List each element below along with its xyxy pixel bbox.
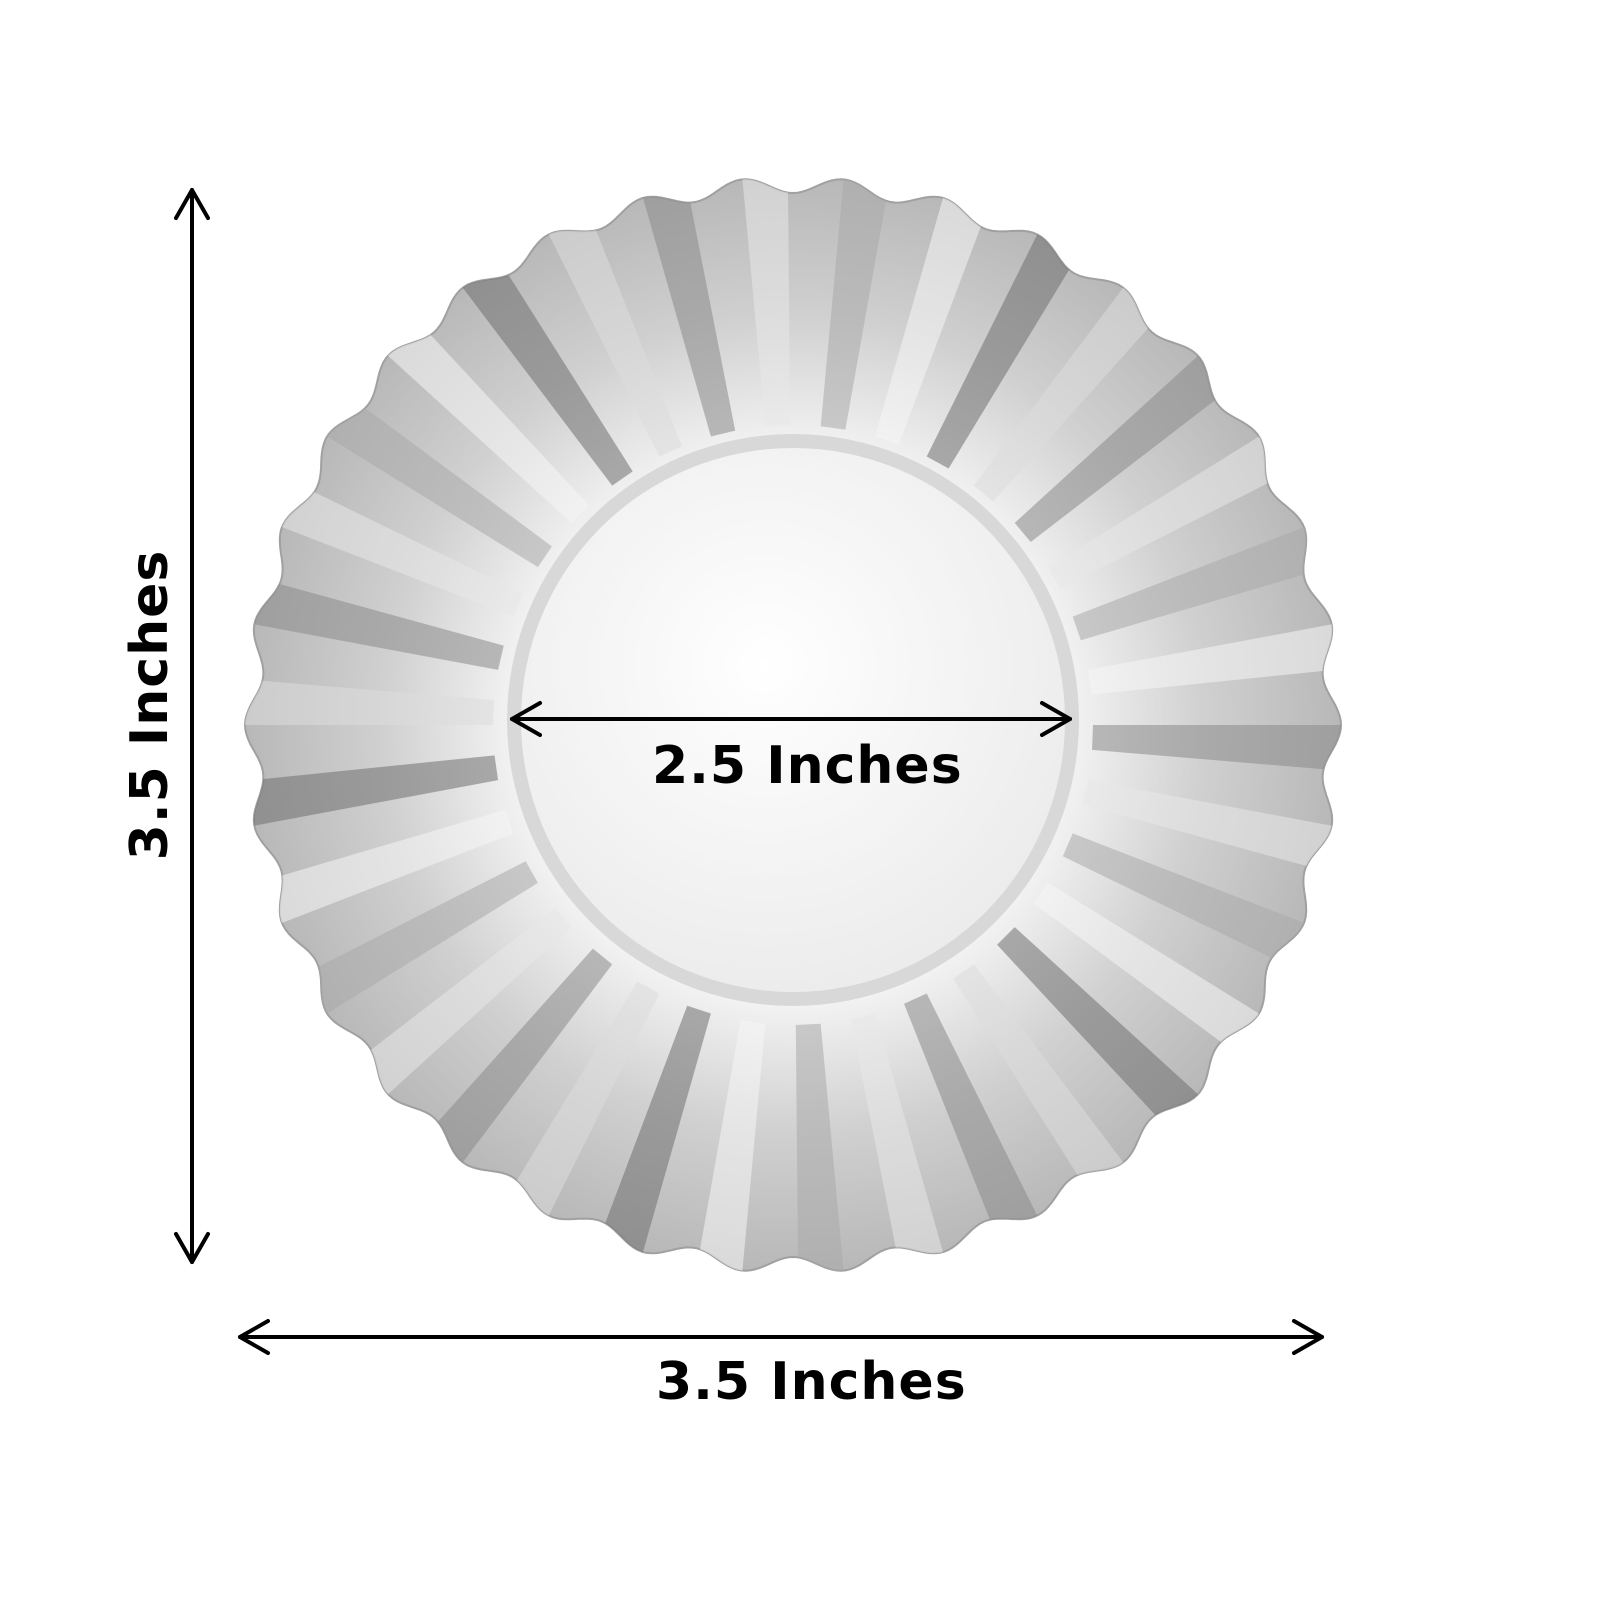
plate-flute (741, 179, 791, 427)
plate-flute (1034, 882, 1270, 1059)
plate-flute (349, 908, 572, 1103)
plate-flute (850, 1013, 947, 1271)
plate-photo (243, 178, 1343, 1272)
plate-flute (795, 1023, 845, 1271)
plate-flute (639, 179, 736, 437)
plate-flute (1062, 833, 1316, 970)
plate-flute (1014, 347, 1237, 542)
plate-flute (904, 993, 1043, 1246)
plate-flute (245, 678, 494, 725)
plate-flute (502, 981, 660, 1227)
plate-flute (419, 948, 613, 1172)
plate-flute (270, 480, 524, 617)
plate-flute (973, 278, 1167, 502)
plate-flute (695, 1020, 766, 1271)
plate-flute (1082, 780, 1341, 874)
plate-flute (997, 927, 1207, 1136)
width-arrow (238, 1319, 1324, 1355)
plate-flute (294, 861, 538, 1020)
width-label: 3.5 Inches (656, 1352, 967, 1412)
plate-flute (316, 391, 552, 568)
height-label: 3.5 Inches (120, 549, 180, 861)
plate-flute (379, 314, 589, 523)
plate-flute (926, 223, 1084, 469)
plate-flute (255, 809, 514, 928)
plate-flute (820, 179, 891, 430)
plate-flute (455, 251, 633, 486)
plate-flute (1087, 622, 1341, 695)
plate-flute (1048, 430, 1292, 589)
plate-flute (543, 204, 682, 457)
inner-diameter-arrow (510, 701, 1072, 737)
plate-flute (595, 1005, 711, 1264)
plate-flute (245, 576, 504, 670)
height-arrow (174, 188, 210, 1264)
plate-flute (1092, 725, 1341, 772)
plate-flute (875, 186, 991, 445)
inner-diameter-label: 2.5 Inches (652, 736, 963, 796)
plate-flute (953, 964, 1131, 1199)
plate-flute (245, 755, 499, 828)
plate-flute (1072, 522, 1331, 641)
